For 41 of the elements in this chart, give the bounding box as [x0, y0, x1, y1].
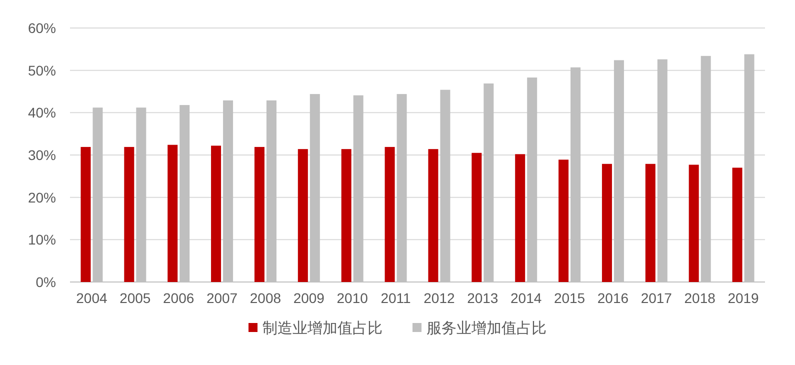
y-tick-label: 0%	[36, 274, 56, 290]
bar	[80, 146, 91, 282]
x-tick-label: 2012	[424, 290, 455, 306]
x-tick-label: 2006	[163, 290, 194, 306]
bar	[211, 146, 222, 282]
x-tick-label: 2010	[336, 290, 368, 306]
x-tick-label: 2007	[206, 290, 238, 306]
bar	[341, 149, 352, 282]
legend-label: 服务业增加值占比	[426, 320, 546, 337]
bar	[472, 152, 482, 282]
y-tick-label: 10%	[28, 232, 56, 248]
x-tick-label: 2011	[380, 290, 412, 306]
x-tick-label: 2018	[684, 290, 716, 306]
bar	[558, 160, 569, 282]
y-tick-label: 50%	[28, 62, 56, 78]
bar	[384, 146, 395, 282]
x-tick-label: 2004	[76, 290, 108, 306]
x-tick-label: 2005	[120, 290, 151, 306]
y-tick-label: 40%	[28, 104, 56, 121]
bar	[124, 146, 134, 282]
y-tick-label: 60%	[28, 20, 56, 36]
y-tick-label: 20%	[28, 189, 56, 206]
bar	[428, 149, 438, 282]
x-tick-label: 2019	[728, 290, 760, 306]
bar	[298, 149, 308, 282]
bar	[602, 164, 612, 282]
bar	[688, 164, 699, 282]
bar	[732, 168, 742, 282]
x-tick-label: 2017	[640, 290, 672, 306]
bar	[515, 154, 526, 282]
x-tick-label: 2016	[597, 290, 629, 306]
x-tick-label: 2013	[467, 290, 498, 306]
x-tick-label: 2008	[250, 290, 282, 306]
legend-label: 制造业增加值占比	[262, 320, 382, 337]
x-tick-label: 2015	[554, 290, 586, 306]
bar	[645, 164, 656, 282]
bar	[168, 144, 178, 282]
y-tick-label: 30%	[28, 147, 56, 163]
bar	[254, 146, 264, 282]
x-tick-label: 2009	[293, 290, 325, 306]
x-tick-label: 2014	[510, 290, 542, 306]
